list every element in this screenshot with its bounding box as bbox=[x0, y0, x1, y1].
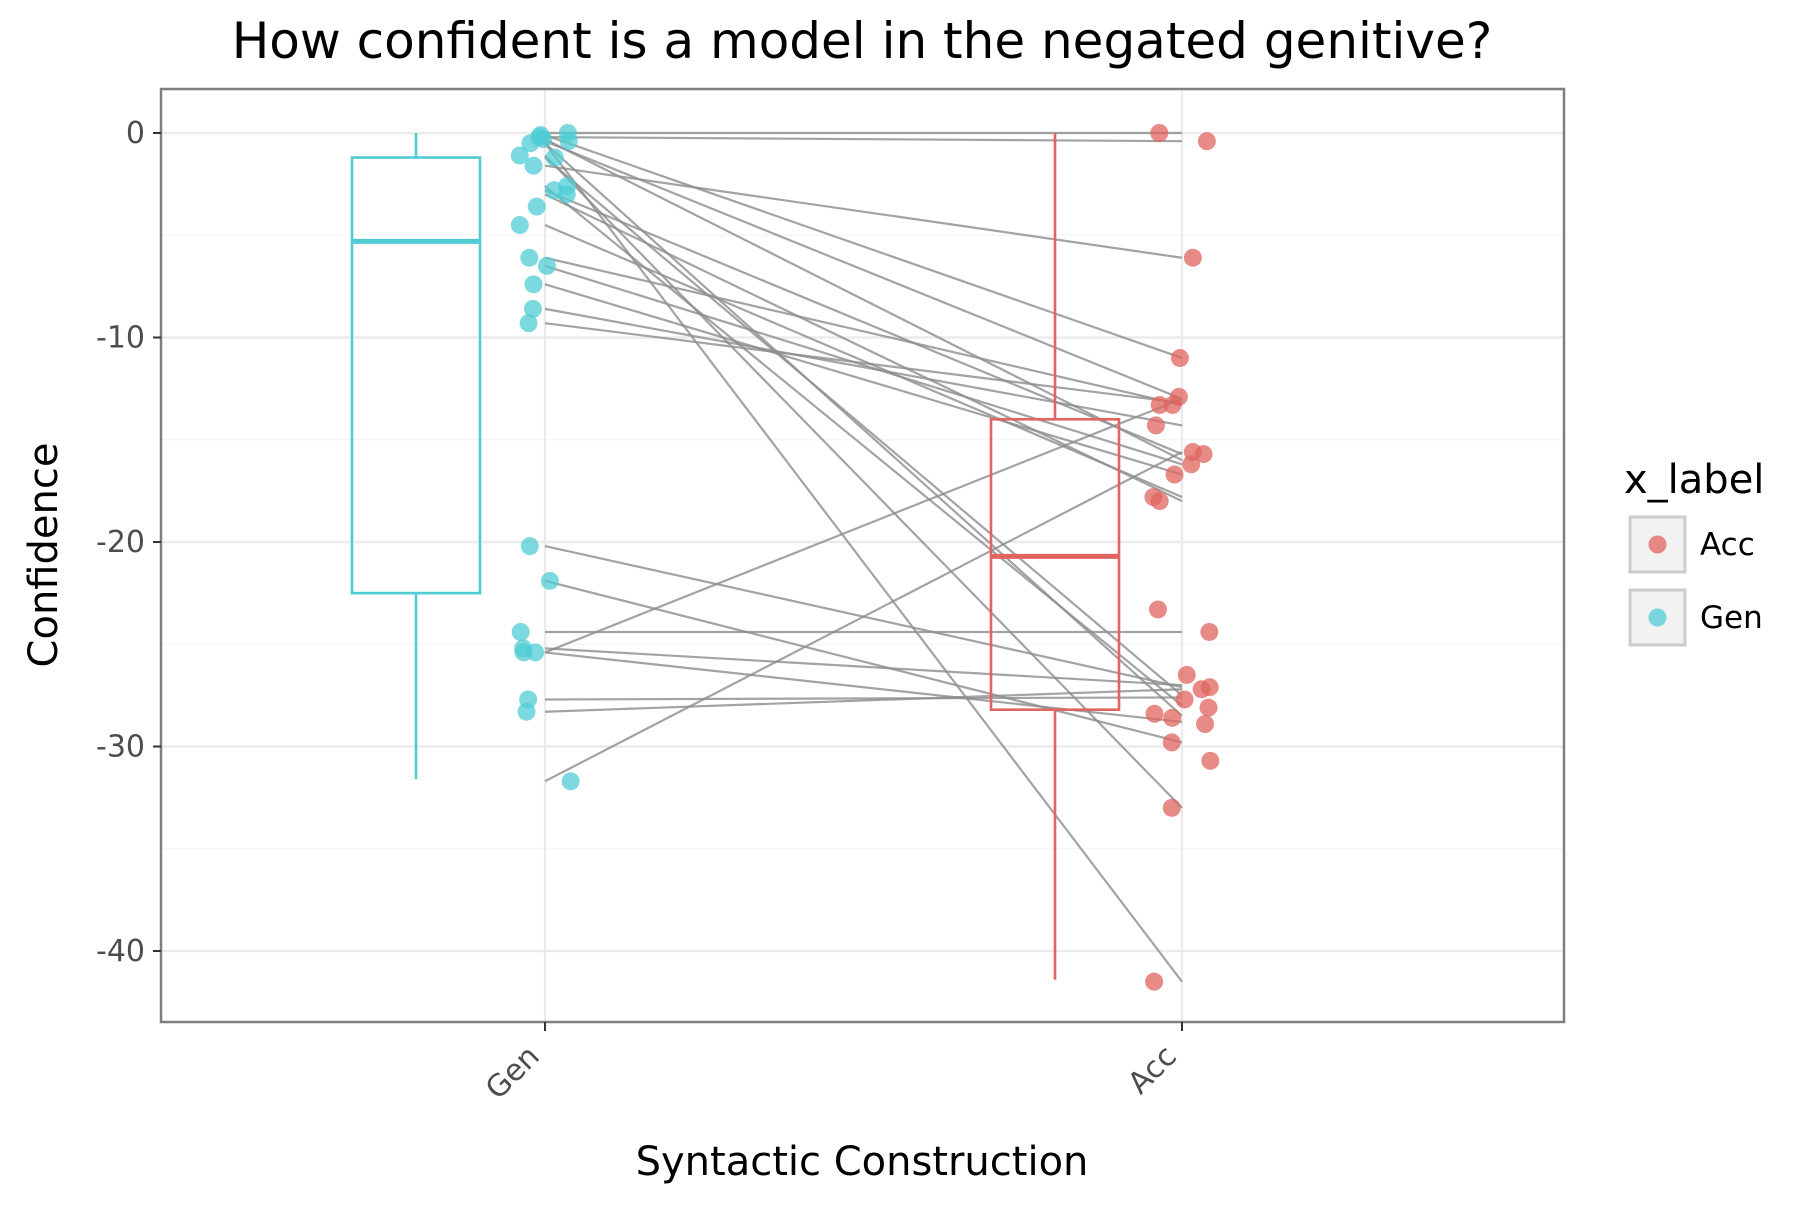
point-gen bbox=[540, 571, 559, 590]
point-acc bbox=[1170, 348, 1189, 367]
point-acc bbox=[1162, 798, 1181, 817]
plot-panel-border bbox=[159, 87, 1566, 1024]
point-gen bbox=[557, 185, 576, 204]
boxplot-gen bbox=[350, 133, 482, 780]
x-axis-title: Syntactic Construction bbox=[636, 1139, 1089, 1185]
pair-line bbox=[544, 283, 1183, 476]
point-gen bbox=[520, 537, 539, 556]
pair-line bbox=[544, 164, 1183, 259]
pair-line bbox=[544, 688, 1183, 713]
point-acc bbox=[1194, 445, 1213, 464]
chart-title: How confident is a model in the negated … bbox=[232, 12, 1493, 70]
point-gen bbox=[527, 197, 546, 216]
point-acc bbox=[1192, 680, 1211, 699]
pair-line bbox=[544, 696, 1183, 701]
point-acc bbox=[1199, 698, 1218, 717]
point-gen bbox=[521, 134, 540, 153]
legend-title: x_label bbox=[1624, 457, 1764, 503]
pair-line bbox=[544, 322, 1183, 405]
point-gen bbox=[524, 156, 543, 175]
point-acc bbox=[1146, 416, 1165, 435]
pair-line bbox=[544, 189, 1183, 456]
point-acc bbox=[1201, 751, 1220, 770]
legend-label: Acc bbox=[1700, 527, 1755, 563]
point-gen bbox=[545, 148, 564, 167]
pair-line bbox=[544, 154, 1183, 809]
point-acc bbox=[1163, 395, 1182, 414]
point-gen bbox=[561, 772, 580, 791]
point-gen bbox=[510, 216, 529, 235]
box-iqr bbox=[350, 156, 482, 595]
point-gen bbox=[537, 256, 556, 275]
point-acc bbox=[1197, 132, 1216, 151]
pair-line bbox=[544, 579, 1183, 744]
y-axis-title: Confidence bbox=[21, 443, 67, 668]
point-acc bbox=[1200, 622, 1219, 641]
y-tick-label: 0 bbox=[126, 116, 145, 151]
box-iqr bbox=[989, 417, 1121, 711]
point-acc bbox=[1145, 972, 1164, 991]
pair-line bbox=[544, 135, 1183, 143]
pair-line bbox=[544, 651, 1183, 724]
legend-label: Gen bbox=[1700, 600, 1763, 636]
pair-line bbox=[544, 397, 1183, 654]
paired-lines bbox=[544, 131, 1183, 983]
point-gen bbox=[519, 314, 538, 333]
boxplot-acc bbox=[989, 133, 1121, 980]
point-acc bbox=[1150, 395, 1169, 414]
y-tick-label: -40 bbox=[96, 934, 145, 969]
point-gen bbox=[524, 275, 543, 294]
pair-line bbox=[544, 138, 1183, 462]
legend-item-acc: Acc bbox=[1628, 515, 1755, 574]
point-gen bbox=[526, 643, 545, 662]
point-gen bbox=[520, 248, 539, 267]
pair-line bbox=[544, 134, 1183, 359]
point-acc bbox=[1162, 733, 1181, 752]
pair-line bbox=[544, 185, 1183, 707]
point-acc bbox=[1175, 690, 1194, 709]
data-points bbox=[510, 124, 1220, 991]
pair-line bbox=[544, 264, 1183, 466]
point-acc bbox=[1148, 600, 1167, 619]
pair-line bbox=[544, 647, 1183, 687]
point-acc bbox=[1150, 492, 1169, 511]
pair-line bbox=[544, 224, 1183, 499]
legend-item-gen: Gen bbox=[1628, 588, 1763, 647]
legend-swatch bbox=[1648, 535, 1667, 554]
pair-line bbox=[544, 256, 1183, 407]
point-gen bbox=[511, 622, 530, 641]
pair-line bbox=[544, 307, 1183, 427]
point-acc bbox=[1150, 124, 1169, 142]
legend: x_label Acc Gen bbox=[1624, 457, 1764, 647]
pair-line bbox=[544, 156, 1183, 697]
pair-line bbox=[544, 193, 1183, 503]
x-tick-label: Gen bbox=[479, 1039, 547, 1107]
x-tick-label: Acc bbox=[1121, 1039, 1183, 1101]
legend-items: Acc Gen bbox=[1628, 515, 1763, 647]
point-acc bbox=[1165, 465, 1184, 484]
grid-lines bbox=[161, 89, 1564, 1022]
boxplots bbox=[350, 133, 1121, 980]
point-gen bbox=[559, 132, 578, 151]
point-acc bbox=[1145, 704, 1164, 723]
y-tick-label: -30 bbox=[96, 730, 145, 765]
point-acc bbox=[1183, 248, 1202, 267]
point-acc bbox=[1196, 715, 1215, 734]
pair-line bbox=[544, 451, 1183, 783]
y-tick-label: -10 bbox=[96, 321, 145, 356]
legend-swatch bbox=[1648, 608, 1667, 627]
point-acc bbox=[1163, 708, 1182, 727]
point-acc bbox=[1177, 665, 1196, 684]
point-acc bbox=[1182, 455, 1201, 474]
point-gen bbox=[510, 146, 529, 165]
y-tick-label: -20 bbox=[96, 525, 145, 560]
pair-line bbox=[544, 140, 1183, 400]
point-gen bbox=[523, 299, 542, 318]
point-gen bbox=[517, 702, 536, 721]
